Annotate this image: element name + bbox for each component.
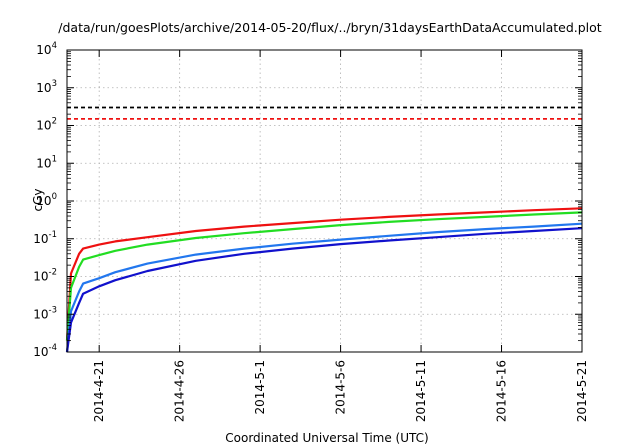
y-axis-label: cGy <box>31 189 45 212</box>
series-group <box>65 207 583 353</box>
x-tick-label: 2014-5-21 <box>575 360 589 422</box>
y-tick-label: 10-4 <box>33 343 57 359</box>
series-line <box>65 207 583 341</box>
x-tick-label: 2014-5-6 <box>334 360 348 414</box>
x-tick-label: 2014-4-21 <box>92 360 106 422</box>
y-tick-label: 10-1 <box>33 230 57 246</box>
chart-title: /data/run/goesPlots/archive/2014-05-20/f… <box>58 20 602 35</box>
y-axis: 10-4 10-3 10-2 10-1 100 101 102 103 104 <box>33 41 582 359</box>
series-line <box>65 222 583 353</box>
x-tick-label: 2014-5-1 <box>253 360 267 414</box>
x-axis: 2014-4-21 2014-4-26 2014-5-1 2014-5-6 2014-5… <box>92 50 589 422</box>
x-tick-label: 2014-4-26 <box>173 360 187 422</box>
y-tick-label: 103 <box>36 79 57 95</box>
y-tick-label: 10-3 <box>33 305 57 321</box>
y-tick-label: 100 <box>36 192 57 208</box>
y-tick-label: 10-2 <box>33 268 57 284</box>
x-tick-label: 2014-5-16 <box>495 360 509 422</box>
y-tick-label: 102 <box>36 117 57 133</box>
grid <box>67 50 582 352</box>
series-line <box>65 227 583 353</box>
y-tick-label: 104 <box>36 41 57 57</box>
reference-lines <box>67 106 582 120</box>
x-axis-label: Coordinated Universal Time (UTC) <box>225 431 428 445</box>
y-tick-label: 101 <box>36 154 57 170</box>
series-line <box>65 211 583 341</box>
x-tick-label: 2014-5-11 <box>414 360 428 422</box>
